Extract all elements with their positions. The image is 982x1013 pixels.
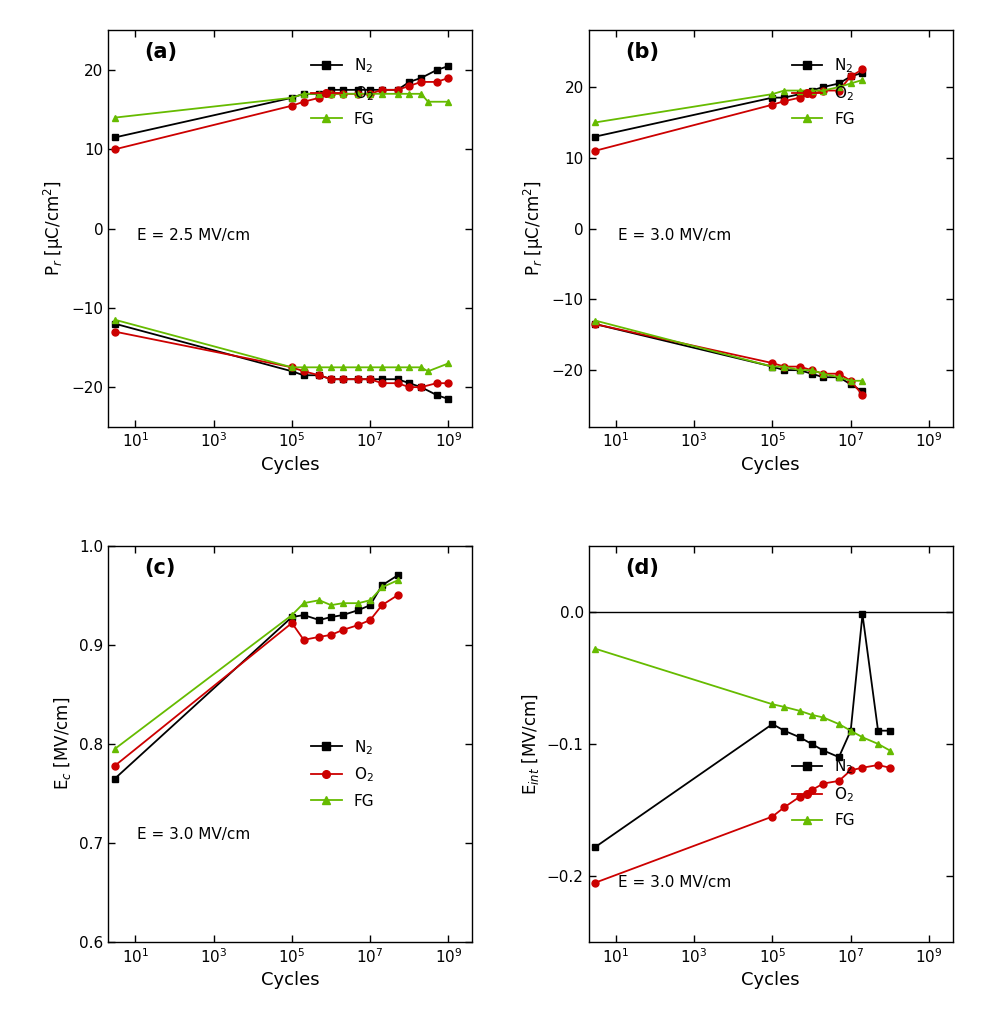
Y-axis label: E$_c$ [MV/cm]: E$_c$ [MV/cm] — [52, 697, 74, 790]
Text: E = 2.5 MV/cm: E = 2.5 MV/cm — [137, 229, 250, 243]
Text: (b): (b) — [625, 43, 659, 62]
Legend: N$_2$, O$_2$, FG: N$_2$, O$_2$, FG — [305, 50, 381, 133]
X-axis label: Cycles: Cycles — [260, 456, 319, 474]
Legend: N$_2$, O$_2$, FG: N$_2$, O$_2$, FG — [786, 752, 861, 835]
Text: (c): (c) — [144, 557, 176, 577]
Text: (d): (d) — [625, 557, 659, 577]
X-axis label: Cycles: Cycles — [741, 971, 800, 990]
Legend: N$_2$, O$_2$, FG: N$_2$, O$_2$, FG — [305, 731, 381, 814]
Text: E = 3.0 MV/cm: E = 3.0 MV/cm — [618, 229, 731, 243]
Y-axis label: P$_r$ [μC/cm$^2$]: P$_r$ [μC/cm$^2$] — [522, 180, 546, 277]
X-axis label: Cycles: Cycles — [741, 456, 800, 474]
Text: (a): (a) — [144, 43, 178, 62]
Text: E = 3.0 MV/cm: E = 3.0 MV/cm — [137, 827, 250, 842]
Text: E = 3.0 MV/cm: E = 3.0 MV/cm — [618, 874, 731, 889]
Legend: N$_2$, O$_2$, FG: N$_2$, O$_2$, FG — [786, 50, 861, 133]
Y-axis label: E$_{int}$ [MV/cm]: E$_{int}$ [MV/cm] — [520, 693, 541, 795]
Y-axis label: P$_r$ [μC/cm$^2$]: P$_r$ [μC/cm$^2$] — [41, 180, 66, 277]
X-axis label: Cycles: Cycles — [260, 971, 319, 990]
